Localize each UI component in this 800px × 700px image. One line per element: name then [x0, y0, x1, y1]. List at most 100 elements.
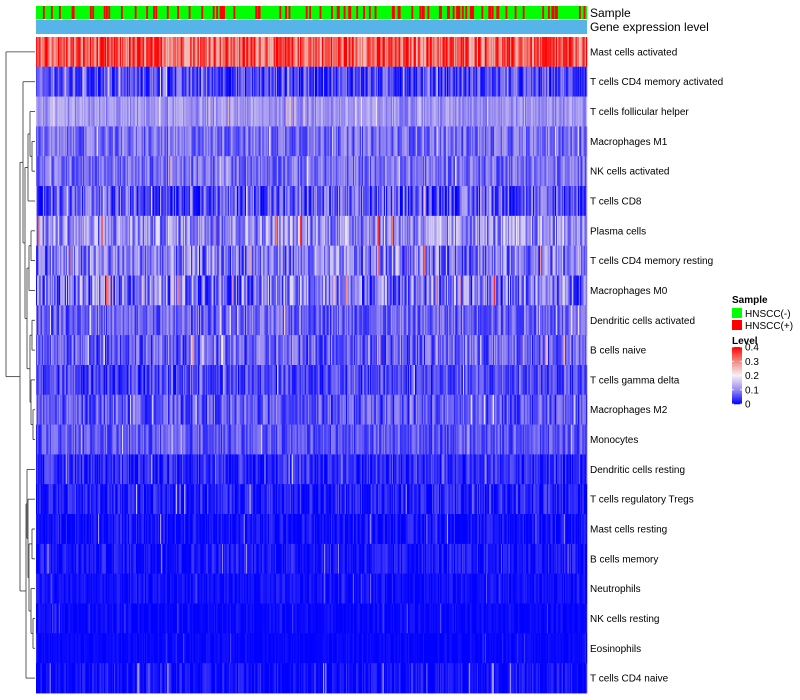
heatmap-cell — [550, 245, 552, 276]
heatmap-cell — [177, 37, 179, 68]
heatmap-cell — [217, 215, 219, 247]
heatmap-cell — [303, 66, 305, 97]
heatmap-cell — [547, 215, 550, 247]
heatmap-cell — [184, 305, 186, 336]
heatmap-cell — [488, 275, 490, 306]
heatmap-cell — [294, 275, 296, 306]
heatmap-cell — [84, 37, 86, 68]
heatmap-cell — [219, 186, 222, 217]
heatmap-cell — [131, 96, 133, 127]
heatmap-cell — [541, 215, 543, 247]
heatmap-cell — [334, 156, 336, 187]
heatmap-cell — [529, 156, 531, 187]
heatmap-cell — [250, 66, 253, 97]
heatmap-cell — [401, 275, 403, 306]
heatmap-cell — [363, 186, 365, 217]
heatmap-cell — [421, 156, 424, 187]
heatmap-cell — [285, 96, 287, 127]
heatmap-cell — [503, 245, 505, 276]
heatmap-cell — [316, 245, 318, 276]
heatmap-cell — [341, 305, 343, 336]
heatmap-cell — [189, 186, 192, 217]
heatmap-cell — [461, 305, 464, 336]
heatmap-cell — [112, 126, 115, 157]
heatmap-cell — [317, 215, 319, 247]
heatmap-cell — [166, 186, 169, 217]
heatmap-cell — [115, 156, 117, 187]
heatmap-cell — [219, 37, 222, 68]
heatmap-cell — [559, 37, 561, 68]
heatmap-cell — [356, 186, 358, 217]
heatmap-cell — [495, 37, 497, 68]
heatmap-cell — [558, 96, 560, 127]
heatmap-cell — [158, 275, 161, 306]
heatmap-cell — [446, 275, 449, 306]
heatmap-cell — [112, 305, 115, 336]
heatmap-cell — [574, 305, 576, 336]
heatmap-cell — [301, 66, 303, 97]
heatmap-cell — [444, 275, 447, 306]
heatmap-cell — [446, 156, 449, 187]
heatmap-cell — [519, 66, 521, 97]
heatmap-cell — [351, 66, 354, 97]
heatmap-cell — [522, 37, 525, 68]
sample-mark-positive — [419, 6, 422, 19]
heatmap-cell — [373, 275, 375, 306]
heatmap-cell — [298, 245, 301, 276]
heatmap-cell — [273, 96, 276, 127]
heatmap-cell — [518, 96, 520, 127]
heatmap-cell — [114, 275, 116, 306]
heatmap-cell — [164, 275, 166, 306]
heatmap-cell — [572, 126, 574, 157]
heatmap-cell — [359, 245, 362, 276]
heatmap-cell — [348, 245, 350, 276]
heatmap-cell — [355, 156, 357, 187]
heatmap-cell — [318, 245, 320, 276]
heatmap-cell — [221, 245, 224, 276]
heatmap-cell — [444, 245, 447, 276]
heatmap-cell — [504, 305, 506, 336]
heatmap-cell — [194, 215, 196, 247]
heatmap-cell — [558, 156, 560, 187]
heatmap-cell — [471, 215, 473, 247]
heatmap-cell — [184, 37, 186, 68]
heatmap-cell — [165, 245, 168, 276]
heatmap-cell — [70, 215, 72, 247]
heatmap-cell — [358, 245, 360, 276]
heatmap-cell — [576, 156, 579, 187]
heatmap-cell — [169, 37, 171, 68]
heatmap-cell — [314, 275, 317, 306]
heatmap-cell — [246, 305, 248, 336]
heatmap-cell — [569, 126, 572, 157]
heatmap-cell — [322, 215, 325, 247]
heatmap-cell — [146, 37, 148, 68]
heatmap-row-mast-cells-activated — [36, 37, 588, 68]
heatmap-cell — [405, 66, 408, 97]
heatmap-cell — [382, 305, 385, 336]
heatmap-cell — [348, 186, 350, 217]
heatmap-cell — [553, 37, 556, 68]
heatmap-cell — [522, 275, 525, 306]
sample-mark-positive — [285, 6, 287, 19]
heatmap-cell — [266, 96, 269, 127]
heatmap-cell — [562, 96, 565, 127]
heatmap-cell — [367, 156, 370, 187]
heatmap-cell — [68, 96, 70, 127]
heatmap-cell — [444, 186, 447, 217]
heatmap-cell — [466, 156, 468, 187]
heatmap-cell — [347, 305, 349, 336]
heatmap-cell — [210, 156, 212, 187]
heatmap-cell — [217, 245, 219, 276]
heatmap-cell — [541, 245, 543, 276]
heatmap-cell — [359, 305, 362, 336]
heatmap-cell — [241, 96, 243, 127]
heatmap-cell — [171, 96, 173, 127]
heatmap-cell — [581, 305, 583, 336]
heatmap-cell — [190, 275, 193, 306]
heatmap-cell — [54, 37, 56, 68]
heatmap-cell — [49, 335, 52, 366]
heatmap-cell — [497, 305, 499, 336]
heatmap-cell — [494, 275, 496, 306]
heatmap-cell — [489, 245, 491, 276]
heatmap-cell — [513, 96, 515, 127]
